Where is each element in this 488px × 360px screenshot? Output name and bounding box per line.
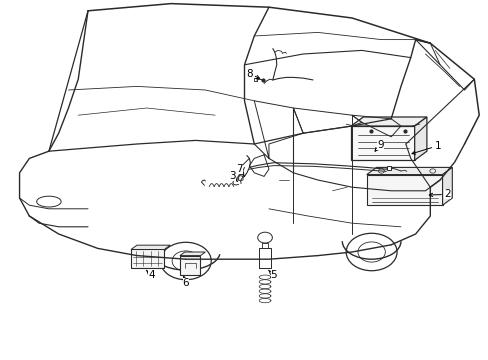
Bar <box>180 256 200 275</box>
Text: 6: 6 <box>182 276 189 288</box>
Text: 3: 3 <box>228 171 237 181</box>
Bar <box>366 175 442 205</box>
Bar <box>350 126 414 160</box>
Polygon shape <box>180 252 205 256</box>
Text: 4: 4 <box>146 270 155 280</box>
Text: 8: 8 <box>245 69 259 79</box>
Text: 9: 9 <box>374 140 383 151</box>
Polygon shape <box>131 245 170 249</box>
Polygon shape <box>350 117 426 126</box>
Text: 5: 5 <box>268 270 277 280</box>
Bar <box>131 249 164 268</box>
Text: 1: 1 <box>411 141 440 154</box>
Polygon shape <box>414 117 426 160</box>
Polygon shape <box>366 167 451 175</box>
Text: 7: 7 <box>236 164 244 176</box>
Text: 2: 2 <box>428 189 450 199</box>
Polygon shape <box>442 167 451 205</box>
